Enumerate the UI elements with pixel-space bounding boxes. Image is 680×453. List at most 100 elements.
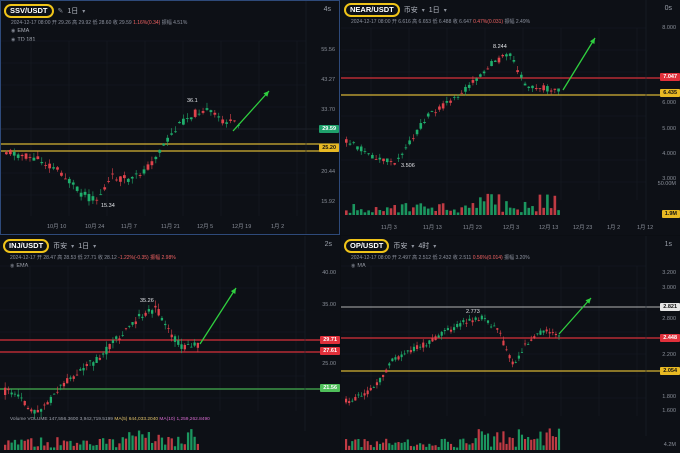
- candle-body: [404, 147, 408, 149]
- candle-body: [397, 356, 400, 360]
- candle-body: [348, 143, 352, 145]
- candle-body: [382, 374, 385, 377]
- candle-body: [177, 340, 180, 345]
- candle-body: [542, 330, 545, 333]
- candle-body: [430, 111, 434, 112]
- candle-body: [39, 409, 43, 412]
- candle-body: [468, 318, 471, 321]
- candle-body: [415, 345, 419, 349]
- candle-body: [60, 172, 63, 176]
- volume-bar: [345, 210, 348, 215]
- volume-bar: [468, 444, 471, 450]
- volume-bar: [72, 445, 75, 450]
- candle-body: [391, 358, 394, 362]
- volume-bar: [160, 437, 164, 450]
- volume-bar: [371, 212, 374, 215]
- candle-body: [431, 338, 434, 342]
- interval-selector[interactable]: 1日: [67, 8, 79, 15]
- candlestick-chart[interactable]: [341, 236, 680, 453]
- candle-body: [545, 329, 548, 332]
- candle-body: [351, 400, 354, 402]
- candle-body: [48, 163, 52, 169]
- candle-body: [52, 167, 55, 169]
- candle-body: [160, 317, 164, 321]
- candlestick-chart[interactable]: [1, 1, 340, 235]
- x-axis-label: 12月 13: [539, 225, 559, 231]
- eye-icon[interactable]: ◉: [11, 28, 16, 34]
- candle-body: [471, 320, 474, 323]
- candle-body: [434, 336, 437, 341]
- chart-panel-near[interactable]: NEAR/USDT 币安 ▾ 1日 ▾ 0s 2024-12-17 08:00 …: [341, 0, 680, 235]
- chart-panel-op[interactable]: OP/USDT 币安 ▾ 4时 ▾ 1s 2024-12-17 08:00 开 …: [341, 236, 680, 453]
- panel-header: OP/USDT 币安 ▾ 4时 ▾: [344, 239, 436, 253]
- caret-down-icon[interactable]: ▾: [433, 243, 437, 250]
- symbol-selector[interactable]: SSV/USDT: [4, 4, 54, 18]
- indicator-td[interactable]: ◉ TD 181: [11, 37, 36, 43]
- candle-body: [554, 333, 557, 336]
- caret-down-icon[interactable]: ▾: [82, 8, 86, 15]
- candle-body: [511, 361, 514, 365]
- y-axis-label: 15.92: [321, 199, 335, 205]
- candle-body: [557, 88, 560, 92]
- candlestick-chart[interactable]: [341, 0, 680, 235]
- candle-body: [151, 310, 154, 314]
- interval-selector[interactable]: 4时: [418, 243, 430, 250]
- indicator-ema[interactable]: ◉ EMA: [11, 28, 30, 34]
- symbol-selector[interactable]: INJ/USDT: [3, 239, 50, 253]
- candle-body: [103, 187, 107, 190]
- y-axis-label: 2.200: [662, 352, 676, 358]
- y-axis-label: 8.000: [662, 25, 676, 31]
- candle-body: [92, 362, 95, 366]
- eye-icon[interactable]: ◉: [11, 37, 16, 43]
- ohlc-info: 2024-12-17 08:00 开 6.616 高 6.653 低 6.488…: [351, 19, 531, 25]
- volume-bar: [151, 442, 154, 450]
- symbol-selector[interactable]: OP/USDT: [344, 239, 390, 253]
- volume-bar: [170, 438, 173, 450]
- caret-down-icon[interactable]: ▾: [421, 7, 425, 14]
- chart-panel-ssv[interactable]: SSV/USDT ✎ 1日 ▾ 4s 2024-12-17 08:00 开 29…: [0, 0, 340, 235]
- caret-down-icon[interactable]: ▾: [411, 243, 415, 250]
- volume-bar: [512, 208, 516, 215]
- volume-bar: [409, 445, 412, 450]
- interval-selector[interactable]: 1日: [428, 7, 440, 14]
- candle-body: [456, 96, 460, 98]
- interval-selector[interactable]: 1日: [78, 243, 90, 250]
- candle-body: [173, 336, 177, 342]
- volume-bar: [453, 446, 456, 450]
- candle-body: [213, 112, 217, 115]
- volume-bar: [542, 445, 545, 450]
- volume-bar: [553, 195, 557, 215]
- candle-body: [197, 113, 201, 115]
- volume-bar: [154, 441, 157, 450]
- y-axis-label: 1.600: [662, 408, 676, 414]
- candle-body: [345, 398, 348, 403]
- volume-bar: [124, 438, 128, 450]
- candle-body: [388, 363, 391, 366]
- candle-body: [369, 387, 372, 391]
- caret-down-icon[interactable]: ▾: [71, 243, 75, 250]
- caret-down-icon[interactable]: ▾: [443, 7, 447, 14]
- candle-body: [400, 354, 403, 358]
- candle-body: [43, 404, 46, 406]
- symbol-selector[interactable]: NEAR/USDT: [344, 3, 400, 17]
- trend-arrow: [199, 287, 237, 345]
- candle-body: [115, 336, 118, 339]
- volume-bar: [502, 431, 505, 450]
- candle-body: [348, 401, 351, 403]
- candle-body: [83, 191, 87, 195]
- candle-body: [118, 338, 121, 341]
- volume-bar: [382, 211, 385, 215]
- x-axis-label: 12月 19: [232, 224, 252, 230]
- candle-body: [174, 131, 177, 133]
- volume-bar: [415, 204, 419, 215]
- volume-bar: [557, 210, 560, 215]
- caret-down-icon[interactable]: ▾: [93, 243, 97, 250]
- chart-panel-inj[interactable]: INJ/USDT 币安 ▾ 1日 ▾ 2s 2024-12-17 开 28.47…: [0, 236, 340, 453]
- volume-bar: [23, 440, 26, 450]
- x-axis-label: 1月 12: [637, 225, 654, 231]
- volume-bar: [366, 441, 369, 450]
- pencil-icon[interactable]: ✎: [57, 8, 64, 15]
- candlestick-chart[interactable]: [0, 236, 340, 453]
- candle-body: [123, 175, 126, 179]
- candle-body: [356, 146, 359, 150]
